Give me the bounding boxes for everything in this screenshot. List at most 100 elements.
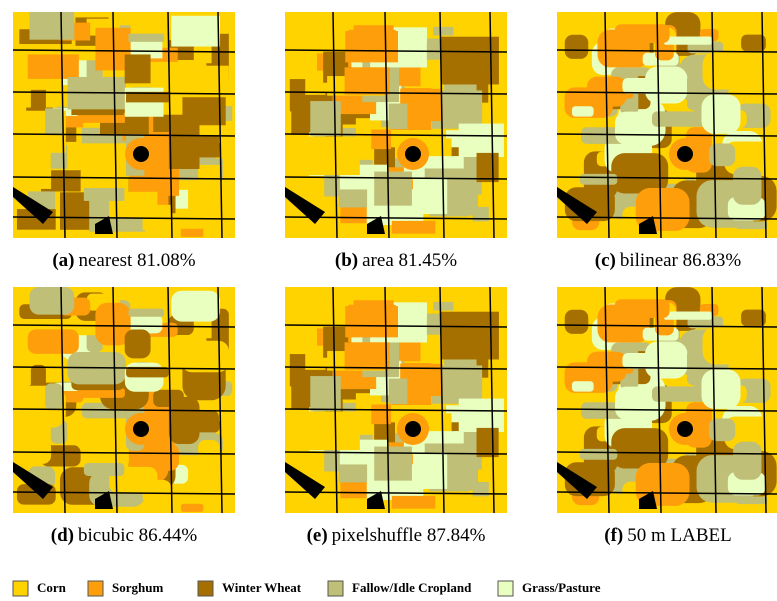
legend-label: Winter Wheat [222, 580, 302, 595]
map-field [45, 108, 62, 135]
map-field [84, 188, 125, 201]
legend-label: Fallow/Idle Cropland [352, 580, 472, 595]
map-panel [557, 287, 777, 513]
map-field [300, 411, 360, 450]
map-field [290, 79, 305, 111]
map-field [664, 312, 713, 320]
map-field [198, 165, 219, 188]
caption-label: (f) [604, 525, 623, 546]
map-field [565, 35, 589, 59]
map-field [733, 167, 761, 205]
caption-text: bilinear 86.83% [620, 250, 742, 271]
map-field [687, 349, 704, 385]
caption-label: (a) [52, 250, 74, 271]
map-field [84, 463, 125, 476]
legend-swatch [198, 581, 213, 596]
map-field [615, 299, 670, 318]
map-feature [677, 421, 693, 437]
map-field [687, 74, 704, 110]
map-field [300, 136, 360, 175]
map-field [28, 329, 79, 353]
map-field [615, 387, 650, 420]
map-field [310, 101, 341, 136]
caption-text: area 81.45% [362, 250, 457, 271]
map-feature [133, 146, 149, 162]
map-panel [285, 12, 507, 238]
map-field [615, 24, 670, 43]
map-field [392, 221, 436, 234]
map-field [622, 353, 654, 369]
map-field [310, 376, 341, 411]
map-field [709, 144, 735, 167]
map-feature [405, 146, 421, 162]
map-field [413, 177, 447, 213]
map-field [169, 122, 200, 169]
caption-text: nearest 81.08% [79, 250, 196, 271]
map-field [580, 449, 617, 460]
map-field [181, 66, 229, 98]
caption: (b)area 81.45% [335, 250, 457, 271]
map-feature [677, 146, 693, 162]
map-field [733, 442, 761, 480]
caption-label: (d) [51, 525, 74, 546]
map-panel [13, 12, 235, 238]
map-field [459, 399, 504, 432]
map-field [413, 452, 447, 488]
map-feature [133, 421, 149, 437]
map-feature [405, 421, 421, 437]
legend-swatch [328, 581, 343, 596]
map-field [354, 300, 394, 311]
map-field [128, 34, 164, 42]
map-field [30, 12, 75, 40]
caption: (f)50 m LABEL [604, 525, 731, 546]
caption-label: (c) [595, 250, 616, 271]
map-field [290, 354, 305, 386]
caption-label: (b) [335, 250, 358, 271]
map-field [701, 94, 740, 134]
map-field [433, 302, 453, 311]
map-field [374, 447, 412, 481]
map-field [565, 310, 589, 334]
map-field [30, 287, 75, 315]
map-field [171, 291, 220, 322]
map-field [572, 106, 594, 116]
map-field [622, 78, 654, 94]
map-field [345, 342, 390, 369]
map-field [703, 326, 761, 364]
map-field [45, 383, 62, 410]
map-field [374, 172, 412, 206]
legend-swatch [498, 581, 513, 596]
map-field [128, 309, 164, 317]
map-field [615, 112, 650, 145]
legend-label: Corn [37, 580, 67, 595]
map-field [171, 16, 220, 47]
map-field [664, 37, 713, 45]
map-panel [13, 287, 235, 513]
map-field [392, 496, 436, 509]
map-field [345, 67, 390, 94]
map-field [125, 54, 151, 83]
figure: (a)nearest 81.08% (b)area 81.45% (c)biline… [0, 0, 777, 601]
legend-label: Grass/Pasture [522, 580, 601, 595]
map-field [389, 379, 408, 405]
caption-text: 50 m LABEL [627, 525, 732, 546]
caption: (a)nearest 81.08% [52, 250, 195, 271]
map-panel [285, 287, 507, 513]
map-field [354, 25, 394, 36]
map-field [701, 369, 740, 409]
map-field [433, 27, 453, 36]
caption: (c)bilinear 86.83% [595, 250, 742, 271]
map-field [169, 397, 200, 444]
map-field [652, 386, 707, 401]
map-panel [557, 12, 777, 238]
caption-text: pixelshuffle 87.84% [332, 525, 486, 546]
caption: (e)pixelshuffle 87.84% [307, 525, 486, 546]
map-field [181, 504, 204, 512]
legend-label: Sorghum [112, 580, 163, 595]
legend-swatch [13, 581, 28, 596]
map-field [459, 124, 504, 157]
map-field [181, 341, 229, 373]
map-field [389, 104, 408, 130]
map-field [703, 51, 761, 89]
caption-text: bicubic 86.44% [78, 525, 197, 546]
